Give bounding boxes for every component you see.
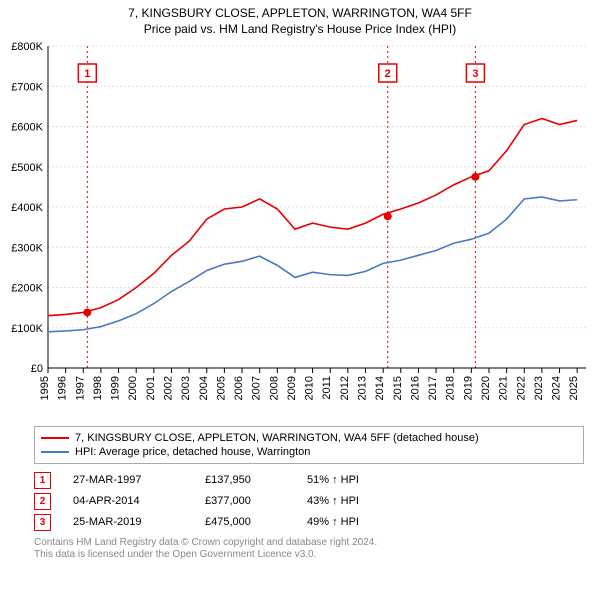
svg-text:2025: 2025 xyxy=(568,376,580,400)
footer-line2: This data is licensed under the Open Gov… xyxy=(34,549,584,562)
footer-line1: Contains HM Land Registry data © Crown c… xyxy=(34,537,584,550)
svg-text:1: 1 xyxy=(84,68,90,80)
event-hpi: 43% ↑ HPI xyxy=(307,495,359,507)
svg-text:2020: 2020 xyxy=(480,376,492,400)
svg-text:3: 3 xyxy=(472,68,478,80)
svg-text:£0: £0 xyxy=(31,363,43,375)
svg-text:2000: 2000 xyxy=(127,376,139,400)
svg-text:2004: 2004 xyxy=(198,376,210,400)
svg-text:£600K: £600K xyxy=(11,121,43,133)
legend-row: 7, KINGSBURY CLOSE, APPLETON, WARRINGTON… xyxy=(41,431,577,445)
svg-text:2014: 2014 xyxy=(374,376,386,400)
svg-text:2001: 2001 xyxy=(145,376,157,400)
legend-label: HPI: Average price, detached house, Warr… xyxy=(75,446,310,458)
svg-text:£200K: £200K xyxy=(11,282,43,294)
event-date: 25-MAR-2019 xyxy=(73,516,183,528)
svg-text:2005: 2005 xyxy=(215,376,227,400)
svg-text:£800K: £800K xyxy=(11,41,43,53)
svg-text:2021: 2021 xyxy=(498,376,510,400)
legend-row: HPI: Average price, detached house, Warr… xyxy=(41,445,577,459)
svg-text:2010: 2010 xyxy=(304,376,316,400)
svg-text:2013: 2013 xyxy=(357,376,369,400)
svg-text:2006: 2006 xyxy=(233,376,245,400)
event-price: £475,000 xyxy=(205,516,285,528)
svg-text:2024: 2024 xyxy=(551,376,563,400)
svg-text:2018: 2018 xyxy=(445,376,457,400)
event-marker-box: 2 xyxy=(34,493,51,510)
svg-text:2023: 2023 xyxy=(533,376,545,400)
svg-text:2011: 2011 xyxy=(321,376,333,400)
svg-text:2015: 2015 xyxy=(392,376,404,400)
footer: Contains HM Land Registry data © Crown c… xyxy=(34,537,584,562)
legend-swatch xyxy=(41,451,69,453)
svg-text:2022: 2022 xyxy=(515,376,527,400)
event-marker-box: 3 xyxy=(34,514,51,531)
svg-text:2017: 2017 xyxy=(427,376,439,400)
svg-text:2008: 2008 xyxy=(268,376,280,400)
svg-text:1996: 1996 xyxy=(57,376,69,400)
svg-text:£300K: £300K xyxy=(11,242,43,254)
event-marker-box: 1 xyxy=(34,472,51,489)
svg-text:£100K: £100K xyxy=(11,322,43,334)
svg-text:2002: 2002 xyxy=(162,376,174,400)
svg-text:1998: 1998 xyxy=(92,376,104,400)
event-price: £137,950 xyxy=(205,474,285,486)
svg-text:1995: 1995 xyxy=(39,376,51,400)
legend: 7, KINGSBURY CLOSE, APPLETON, WARRINGTON… xyxy=(34,426,584,464)
event-row: 2 04-APR-2014 £377,000 43% ↑ HPI xyxy=(34,491,584,512)
svg-text:£400K: £400K xyxy=(11,202,43,214)
svg-text:2007: 2007 xyxy=(251,376,263,400)
chart-title-line1: 7, KINGSBURY CLOSE, APPLETON, WARRINGTON… xyxy=(6,6,594,22)
chart-svg: £0 £100K £200K £300K £400K £500K £600K £700K £80… xyxy=(6,40,594,420)
svg-text:1999: 1999 xyxy=(110,376,122,400)
event-price: £377,000 xyxy=(205,495,285,507)
event-hpi: 49% ↑ HPI xyxy=(307,516,359,528)
event-row: 3 25-MAR-2019 £475,000 49% ↑ HPI xyxy=(34,512,584,533)
event-row: 1 27-MAR-1997 £137,950 51% ↑ HPI xyxy=(34,470,584,491)
svg-text:1997: 1997 xyxy=(74,376,86,400)
svg-text:2003: 2003 xyxy=(180,376,192,400)
event-hpi: 51% ↑ HPI xyxy=(307,474,359,486)
svg-text:2012: 2012 xyxy=(339,376,351,400)
line-chart: £0 £100K £200K £300K £400K £500K £600K £700K £80… xyxy=(6,40,594,420)
event-date: 04-APR-2014 xyxy=(73,495,183,507)
event-table: 1 27-MAR-1997 £137,950 51% ↑ HPI 2 04-APR-201… xyxy=(34,470,584,533)
svg-text:2019: 2019 xyxy=(462,376,474,400)
legend-label: 7, KINGSBURY CLOSE, APPLETON, WARRINGTON… xyxy=(75,432,479,444)
svg-text:2016: 2016 xyxy=(409,376,421,400)
chart-title-line2: Price paid vs. HM Land Registry's House … xyxy=(6,22,594,36)
legend-swatch xyxy=(41,437,69,439)
svg-text:2009: 2009 xyxy=(286,376,298,400)
svg-text:2: 2 xyxy=(385,68,391,80)
event-date: 27-MAR-1997 xyxy=(73,474,183,486)
svg-text:£500K: £500K xyxy=(11,161,43,173)
svg-text:£700K: £700K xyxy=(11,81,43,93)
